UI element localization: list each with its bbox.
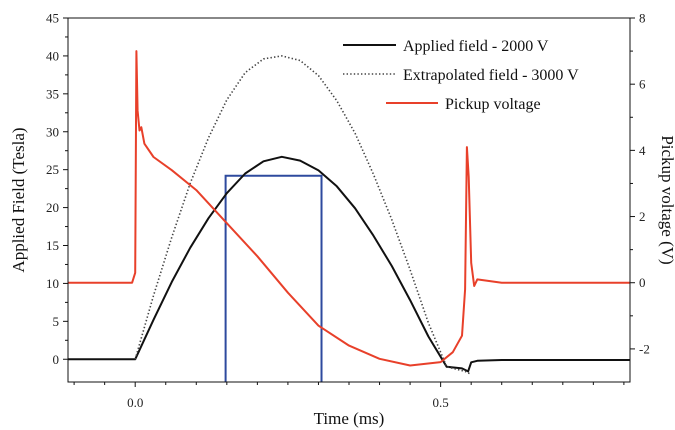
y-right-tick-label: 8 — [639, 11, 646, 26]
y-left-tick-label: 35 — [46, 86, 59, 101]
y-left-tick-label: 40 — [46, 48, 59, 63]
y-axis-left-title: Applied Field (Tesla) — [9, 127, 28, 272]
y-left-tick-label: 5 — [53, 314, 60, 329]
legend-label-extrapolated-field: Extrapolated field - 3000 V — [403, 67, 579, 84]
legend: Applied field - 2000 V Extrapolated fiel… — [343, 38, 579, 113]
y-left-tick-label: 10 — [46, 276, 59, 291]
y-left-tick-label: 15 — [46, 238, 59, 253]
y-left-tick-label: 20 — [46, 200, 59, 215]
measurement-window-rectangle — [224, 174, 323, 382]
y-right-tick-label: 0 — [639, 275, 646, 290]
applied-field-line — [68, 155, 630, 373]
y-left-tick-label: 45 — [46, 11, 59, 26]
x-axis-title: Time (ms) — [314, 409, 385, 428]
x-tick-label: 0.0 — [127, 395, 143, 410]
y-left-tick-label: 0 — [53, 352, 60, 367]
y-right-tick-label: 2 — [639, 209, 646, 224]
legend-label-applied-field: Applied field - 2000 V — [403, 38, 549, 55]
y-axis-right-title: Pickup voltage (V) — [658, 135, 675, 264]
pickup-voltage-line — [68, 50, 630, 367]
y-left-tick-label: 25 — [46, 162, 59, 177]
y-right-tick-label: -2 — [639, 341, 650, 356]
y-right-tick-label: 6 — [639, 77, 646, 92]
y-right-tick-label: 4 — [639, 143, 646, 158]
legend-label-pickup-voltage: Pickup voltage — [445, 96, 541, 113]
y-left-tick-label: 30 — [46, 124, 59, 139]
axes: 0 5 10 15 20 25 30 35 40 45 -2 0 2 4 6 8 0.0 0.5 — [46, 11, 650, 411]
plot-area — [68, 50, 630, 382]
x-tick-label: 0.5 — [433, 395, 449, 410]
